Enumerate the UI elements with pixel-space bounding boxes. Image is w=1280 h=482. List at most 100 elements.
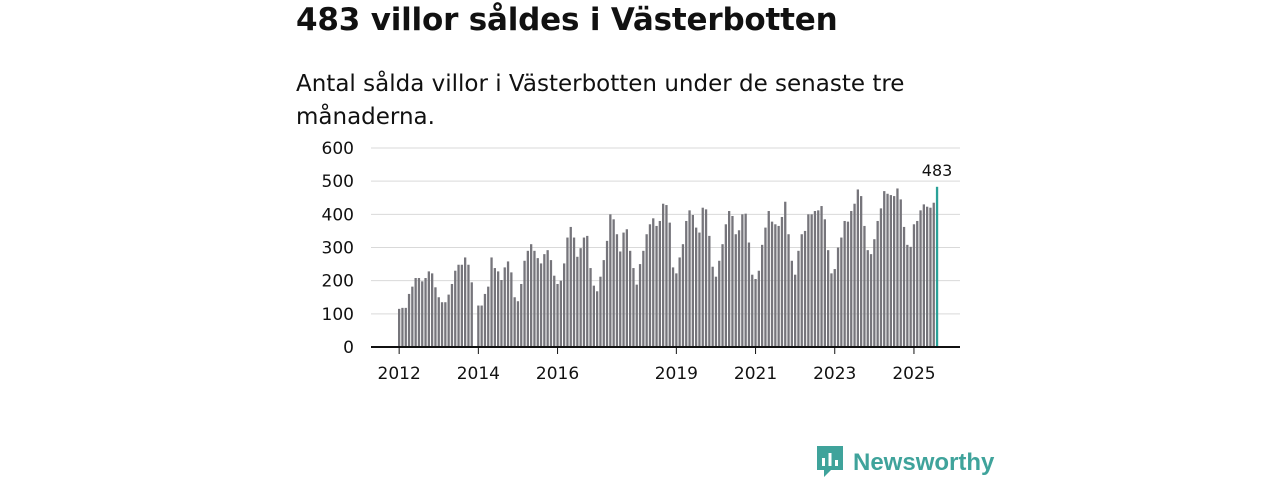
bar <box>579 248 582 347</box>
bar <box>840 237 843 347</box>
bar <box>926 206 929 347</box>
bar <box>648 224 652 347</box>
bar <box>536 258 539 347</box>
bar <box>497 271 500 347</box>
bar <box>533 250 536 347</box>
bar <box>790 260 793 347</box>
bar <box>404 307 407 347</box>
bar <box>629 250 632 347</box>
bar <box>668 222 671 347</box>
bar <box>685 220 688 347</box>
bar <box>698 232 701 347</box>
bar <box>450 283 454 347</box>
bar <box>427 271 430 347</box>
bar <box>622 232 625 347</box>
bar <box>764 227 767 347</box>
bar <box>665 205 668 347</box>
bar <box>889 195 892 347</box>
y-tick-label: 400 <box>322 205 354 225</box>
bar <box>899 199 902 347</box>
bar <box>493 268 496 347</box>
bar <box>513 297 516 347</box>
bar <box>893 196 896 347</box>
chart-subtitle: Antal sålda villor i Västerbotten under … <box>296 71 905 130</box>
bar <box>645 234 648 347</box>
bar <box>582 237 586 347</box>
bar <box>487 286 490 347</box>
bar <box>526 250 529 347</box>
bar <box>572 237 576 347</box>
y-tick-label: 100 <box>322 305 354 325</box>
bar <box>615 234 619 347</box>
bar <box>754 279 757 347</box>
bar <box>813 211 817 347</box>
bar <box>414 278 417 347</box>
bar <box>625 229 628 347</box>
bar <box>909 246 912 347</box>
newsworthy-brand[interactable]: Newsworthy <box>815 444 994 482</box>
x-tick-label: 2012 <box>378 364 421 384</box>
bar <box>741 214 744 347</box>
bar <box>731 215 734 347</box>
bar <box>559 280 562 347</box>
bar <box>817 210 820 347</box>
bar <box>556 283 559 347</box>
bar <box>576 256 579 347</box>
bar <box>820 206 823 347</box>
bar <box>407 293 411 347</box>
bar <box>421 281 424 347</box>
bar <box>737 230 741 347</box>
bar <box>850 211 853 347</box>
bar <box>912 224 916 347</box>
bar <box>440 302 444 347</box>
bar <box>800 234 803 347</box>
y-tick-label: 500 <box>322 172 354 192</box>
bar <box>602 260 605 347</box>
y-tick-label: 0 <box>343 338 354 358</box>
bar <box>546 250 549 347</box>
bar <box>563 263 566 347</box>
bar <box>424 278 427 347</box>
bar <box>770 221 774 347</box>
bar <box>523 260 526 347</box>
bar <box>767 211 770 347</box>
x-tick-label: 2016 <box>536 364 579 384</box>
bar <box>605 240 609 347</box>
bar <box>662 203 665 347</box>
bar <box>691 214 694 347</box>
bar <box>787 234 790 347</box>
bar <box>886 193 889 347</box>
bar <box>401 307 404 347</box>
bar <box>761 244 764 347</box>
bar <box>863 225 866 347</box>
bar <box>846 221 850 347</box>
bar <box>467 264 470 347</box>
bar <box>671 267 675 347</box>
bar <box>866 250 869 347</box>
x-tick-label: 2023 <box>813 364 856 384</box>
bar <box>464 257 467 347</box>
bar <box>477 305 480 347</box>
brand-name: Newsworthy <box>853 449 995 476</box>
bar <box>810 214 813 347</box>
bar <box>916 220 919 347</box>
bar-chart-logo-icon <box>815 444 845 482</box>
bar <box>718 260 721 347</box>
x-tick-label: 2014 <box>457 364 500 384</box>
bar <box>827 250 830 347</box>
x-tick-label: 2021 <box>734 364 777 384</box>
bar <box>444 302 447 347</box>
bar <box>503 267 506 347</box>
bar <box>431 273 434 347</box>
bar <box>437 297 440 347</box>
bar <box>457 264 460 347</box>
bar <box>701 207 704 347</box>
bar <box>803 230 807 347</box>
bar <box>704 209 708 347</box>
bar <box>711 266 714 347</box>
bar <box>853 203 856 347</box>
bar <box>506 261 510 347</box>
bar <box>869 254 873 347</box>
bar <box>586 235 589 347</box>
bar <box>658 220 661 347</box>
